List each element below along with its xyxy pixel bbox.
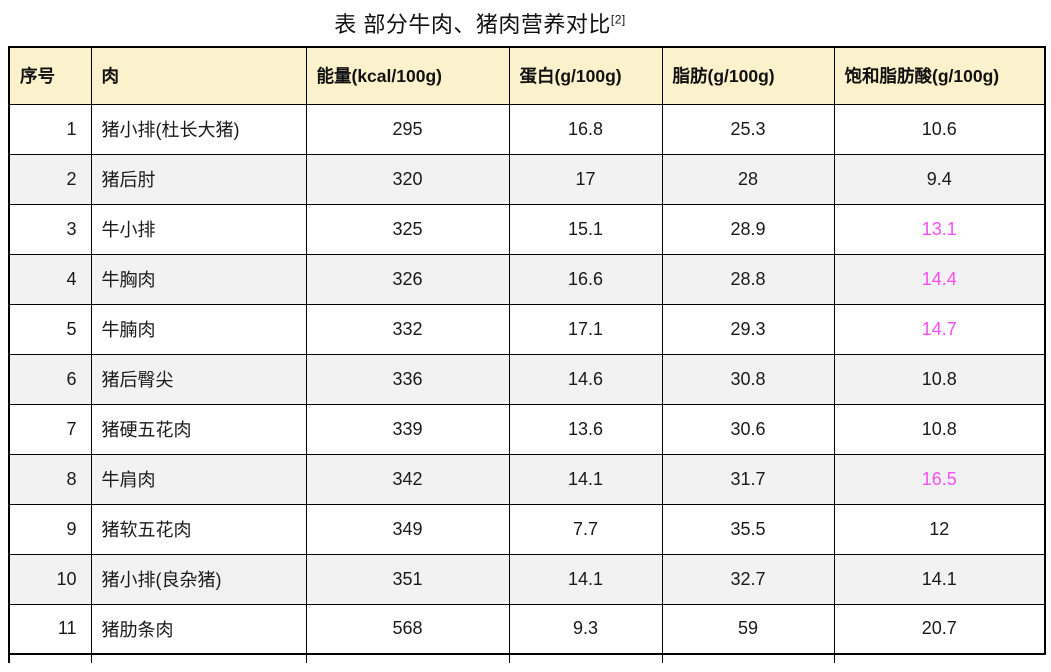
column-header-index: 序号 bbox=[8, 46, 92, 105]
cell-index: 9 bbox=[8, 503, 92, 555]
cell-fat: 32.7 bbox=[661, 553, 835, 605]
cell-fat: 31.7 bbox=[661, 453, 835, 505]
table-row: 10 猪小排(良杂猪) 351 14.1 32.7 14.1 bbox=[8, 553, 1046, 605]
table-row: 6 猪后臀尖 336 14.6 30.8 10.8 bbox=[8, 353, 1046, 405]
cell-energy: 339 bbox=[305, 403, 510, 455]
cell-fat: 28.9 bbox=[661, 203, 835, 255]
cell-fat: 35.5 bbox=[661, 503, 835, 555]
table-row: 9 猪软五花肉 349 7.7 35.5 12 bbox=[8, 503, 1046, 555]
cell-protein: 17.1 bbox=[508, 303, 663, 355]
column-header-protein: 蛋白(g/100g) bbox=[508, 46, 663, 105]
cell-energy: 332 bbox=[305, 303, 510, 355]
cell-energy: 295 bbox=[305, 103, 510, 155]
cell-sat_fat: 12 bbox=[833, 503, 1046, 555]
cell-meat: 猪硬五花肉 bbox=[90, 403, 307, 455]
table-row: 8 牛肩肉 342 14.1 31.7 16.5 bbox=[8, 453, 1046, 505]
citation-superscript: [2] bbox=[610, 12, 626, 27]
cell-energy: 325 bbox=[305, 203, 510, 255]
cell-sat_fat: 13.1 bbox=[833, 203, 1046, 255]
cell-protein: 14.6 bbox=[508, 353, 663, 405]
table-row: 7 猪硬五花肉 339 13.6 30.6 10.8 bbox=[8, 403, 1046, 455]
table-row: 3 牛小排 325 15.1 28.9 13.1 bbox=[8, 203, 1046, 255]
cell-index: 3 bbox=[8, 203, 92, 255]
cell-meat: 牛胸肉 bbox=[90, 253, 307, 305]
table-title-text: 表 部分牛肉、猪肉营养对比 bbox=[334, 12, 611, 37]
cell-sat_fat: 14.7 bbox=[833, 303, 1046, 355]
cell-protein: 16.8 bbox=[508, 103, 663, 155]
cell-meat: 牛小排 bbox=[90, 203, 307, 255]
table-row: 1 猪小排(杜长大猪) 295 16.8 25.3 10.6 bbox=[8, 103, 1046, 155]
cutoff-cell bbox=[305, 655, 510, 663]
column-header-energy: 能量(kcal/100g) bbox=[305, 46, 510, 105]
cell-index: 2 bbox=[8, 153, 92, 205]
cell-index: 6 bbox=[8, 353, 92, 405]
cell-energy: 568 bbox=[305, 603, 510, 655]
cell-energy: 349 bbox=[305, 503, 510, 555]
cell-protein: 14.1 bbox=[508, 553, 663, 605]
cell-meat: 猪小排(良杂猪) bbox=[90, 553, 307, 605]
cell-fat: 30.6 bbox=[661, 403, 835, 455]
cell-sat_fat: 9.4 bbox=[833, 153, 1046, 205]
cell-energy: 351 bbox=[305, 553, 510, 605]
cell-sat_fat: 20.7 bbox=[833, 603, 1046, 655]
cell-meat: 猪软五花肉 bbox=[90, 503, 307, 555]
cell-protein: 7.7 bbox=[508, 503, 663, 555]
cutoff-cell bbox=[833, 655, 1044, 663]
cell-index: 5 bbox=[8, 303, 92, 355]
cell-sat_fat: 10.6 bbox=[833, 103, 1046, 155]
cell-meat: 牛腩肉 bbox=[90, 303, 307, 355]
cell-index: 11 bbox=[8, 603, 92, 655]
cutoff-cell bbox=[661, 655, 835, 663]
column-header-meat: 肉 bbox=[90, 46, 307, 105]
cell-meat: 猪肋条肉 bbox=[90, 603, 307, 655]
cell-fat: 25.3 bbox=[661, 103, 835, 155]
table-header-row: 序号肉能量(kcal/100g) 蛋白(g/100g) 脂肪(g/100g) 饱和脂肪… bbox=[8, 46, 1046, 105]
nutrition-table: 序号肉能量(kcal/100g) 蛋白(g/100g) 脂肪(g/100g) 饱和脂肪… bbox=[8, 46, 1046, 655]
cell-energy: 326 bbox=[305, 253, 510, 305]
cell-meat: 猪后臀尖 bbox=[90, 353, 307, 405]
table-row: 11 猪肋条肉 568 9.3 59 20.7 bbox=[8, 603, 1046, 655]
cell-index: 7 bbox=[8, 403, 92, 455]
cell-meat: 牛肩肉 bbox=[90, 453, 307, 505]
cell-sat_fat: 14.4 bbox=[833, 253, 1046, 305]
column-header-sat_fat: 饱和脂肪酸(g/100g) bbox=[833, 46, 1046, 105]
cell-sat_fat: 10.8 bbox=[833, 403, 1046, 455]
cell-fat: 29.3 bbox=[661, 303, 835, 355]
cell-protein: 16.6 bbox=[508, 253, 663, 305]
cell-sat_fat: 14.1 bbox=[833, 553, 1046, 605]
table-row: 2 猪后肘 320 17 28 9.4 bbox=[8, 153, 1046, 205]
cutoff-cell bbox=[8, 655, 92, 663]
cell-meat: 猪后肘 bbox=[90, 153, 307, 205]
cell-fat: 28 bbox=[661, 153, 835, 205]
cell-fat: 28.8 bbox=[661, 253, 835, 305]
cell-protein: 9.3 bbox=[508, 603, 663, 655]
table-title-row: 表 部分牛肉、猪肉营养对比[2] bbox=[0, 0, 998, 46]
cell-index: 10 bbox=[8, 553, 92, 605]
cell-index: 1 bbox=[8, 103, 92, 155]
cell-energy: 336 bbox=[305, 353, 510, 405]
column-header-fat: 脂肪(g/100g) bbox=[661, 46, 835, 105]
cutoff-next-row bbox=[8, 655, 1044, 663]
cell-meat: 猪小排(杜长大猪) bbox=[90, 103, 307, 155]
cell-fat: 59 bbox=[661, 603, 835, 655]
cell-protein: 13.6 bbox=[508, 403, 663, 455]
cutoff-cell bbox=[508, 655, 663, 663]
cell-protein: 17 bbox=[508, 153, 663, 205]
table-title: 表 部分牛肉、猪肉营养对比[2] bbox=[334, 7, 625, 39]
cell-protein: 15.1 bbox=[508, 203, 663, 255]
table-row: 4 牛胸肉 326 16.6 28.8 14.4 bbox=[8, 253, 1046, 305]
cell-protein: 14.1 bbox=[508, 453, 663, 505]
cell-index: 4 bbox=[8, 253, 92, 305]
cell-sat_fat: 10.8 bbox=[833, 353, 1046, 405]
cell-fat: 30.8 bbox=[661, 353, 835, 405]
cell-energy: 320 bbox=[305, 153, 510, 205]
cell-sat_fat: 16.5 bbox=[833, 453, 1046, 505]
cell-energy: 342 bbox=[305, 453, 510, 505]
table-row: 5 牛腩肉 332 17.1 29.3 14.7 bbox=[8, 303, 1046, 355]
cutoff-cell bbox=[90, 655, 307, 663]
cell-index: 8 bbox=[8, 453, 92, 505]
